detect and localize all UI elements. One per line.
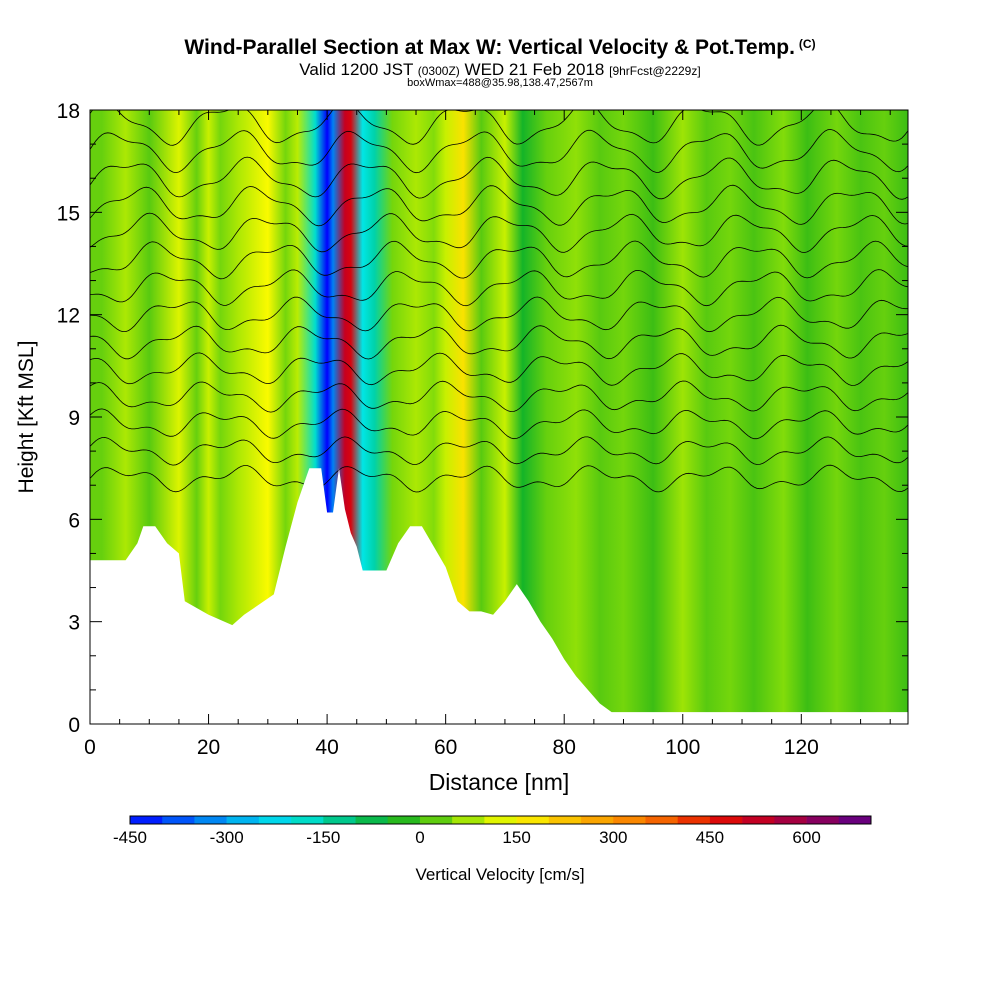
valid-utc: (0300Z) bbox=[417, 64, 460, 78]
y-axis: 0 3 6 9 12 15 18 bbox=[57, 100, 908, 737]
x-tick-label: 40 bbox=[315, 736, 338, 759]
terrain bbox=[90, 468, 908, 724]
colorbar-swatch bbox=[419, 816, 453, 824]
x-tick-label: 80 bbox=[553, 736, 576, 759]
y-tick-label: 3 bbox=[68, 612, 80, 635]
x-axis-label: Distance [nm] bbox=[429, 769, 570, 795]
colorbar-swatch bbox=[581, 816, 614, 824]
x-axis: 0 20 40 60 80 100 120 bbox=[84, 110, 891, 759]
valid-date: WED 21 Feb 2018 bbox=[464, 60, 605, 79]
colorbar-swatch bbox=[355, 816, 389, 824]
x-tick-label: 100 bbox=[665, 736, 700, 759]
colorbar-swatch bbox=[645, 816, 678, 824]
colorbar-swatch bbox=[742, 816, 775, 824]
y-tick-label: 12 bbox=[57, 305, 80, 328]
colorbar-swatch bbox=[162, 816, 195, 824]
x-tick-label: 20 bbox=[197, 736, 220, 759]
colorbar-swatch bbox=[226, 816, 260, 824]
colorbar: -450 -300 -150 0 150 300 450 600 bbox=[113, 815, 872, 847]
colorbar-swatch bbox=[291, 816, 324, 824]
x-tick-label: 0 bbox=[84, 736, 96, 759]
valid-prefix: Valid 1200 JST bbox=[299, 60, 414, 79]
forecast-info: [9hrFcst@2229z] bbox=[609, 64, 701, 78]
colorbar-swatch bbox=[516, 816, 550, 824]
isentrope-line bbox=[90, 324, 908, 360]
isentrope-line bbox=[90, 352, 908, 386]
colorbar-swatch bbox=[806, 816, 840, 824]
y-tick-label: 15 bbox=[57, 202, 80, 225]
y-tick-label: 18 bbox=[57, 100, 80, 123]
colorbar-frame bbox=[129, 815, 872, 825]
colorbar-swatch bbox=[613, 816, 646, 824]
isentrope-line bbox=[90, 156, 908, 200]
colorbar-swatch bbox=[838, 816, 872, 824]
isentropes bbox=[90, 110, 908, 493]
colorbar-swatch bbox=[484, 816, 517, 824]
colorbar-tick-label: 450 bbox=[696, 828, 724, 847]
x-tick-label: 60 bbox=[434, 736, 457, 759]
y-tick-label: 0 bbox=[68, 714, 80, 737]
isentrope-line bbox=[90, 184, 908, 227]
colorbar-swatch bbox=[452, 816, 485, 824]
colorbar-swatch bbox=[194, 816, 227, 824]
isentrope-line bbox=[90, 269, 908, 307]
colorbar-tick-label: -450 bbox=[113, 828, 147, 847]
colorbar-title: Vertical Velocity [cm/s] bbox=[415, 865, 584, 884]
isentrope-line bbox=[90, 129, 908, 174]
colorbar-tick-label: -150 bbox=[306, 828, 340, 847]
plot-area bbox=[90, 110, 908, 724]
y-tick-label: 6 bbox=[68, 509, 80, 532]
colorbar-tick-label: 150 bbox=[502, 828, 530, 847]
box-info: boxWmax=488@35.98,138.47,2567m bbox=[407, 77, 593, 89]
colorbar-swatch bbox=[774, 816, 807, 824]
colorbar-swatch bbox=[387, 816, 421, 824]
colorbar-swatch bbox=[677, 816, 711, 824]
copyright-mark: (C) bbox=[798, 37, 816, 51]
colorbar-swatch bbox=[709, 816, 743, 824]
y-tick-label: 9 bbox=[68, 407, 80, 430]
title-text: Wind-Parallel Section at Max W: Vertical… bbox=[184, 36, 795, 59]
colorbar-tick-label: 0 bbox=[415, 828, 424, 847]
colorbar-swatch bbox=[130, 816, 163, 824]
colorbar-swatch bbox=[258, 816, 292, 824]
y-axis-label: Height [Kft MSL] bbox=[15, 341, 38, 494]
isentrope-line bbox=[90, 408, 908, 440]
isentrope-line bbox=[90, 212, 908, 254]
chart-title: Wind-Parallel Section at Max W: Vertical… bbox=[0, 36, 1000, 60]
isentrope-line bbox=[90, 464, 908, 493]
isentrope-line bbox=[90, 436, 908, 466]
colorbar-tick-label: 600 bbox=[792, 828, 820, 847]
isentrope-line bbox=[90, 296, 908, 333]
colorbar-swatch bbox=[548, 816, 582, 824]
isentrope-line bbox=[90, 380, 908, 413]
colorbar-tick-label: -300 bbox=[210, 828, 244, 847]
x-tick-label: 120 bbox=[784, 736, 819, 759]
isentrope-line bbox=[90, 110, 908, 146]
isentrope-line bbox=[90, 240, 908, 280]
colorbar-tick-label: 300 bbox=[599, 828, 627, 847]
colorbar-swatch bbox=[323, 816, 356, 824]
valid-time-line: Valid 1200 JST (0300Z) WED 21 Feb 2018 [… bbox=[0, 60, 1000, 80]
